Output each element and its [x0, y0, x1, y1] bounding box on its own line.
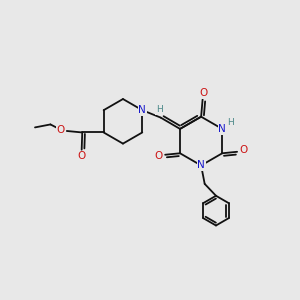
Text: O: O — [77, 151, 86, 161]
Text: N: N — [197, 160, 205, 170]
Text: O: O — [239, 145, 248, 155]
Text: O: O — [155, 151, 163, 161]
Text: H: H — [227, 118, 234, 127]
Text: H: H — [156, 105, 163, 114]
Text: N: N — [138, 105, 146, 115]
Text: O: O — [199, 88, 207, 98]
Text: O: O — [57, 125, 65, 135]
Text: N: N — [218, 124, 226, 134]
